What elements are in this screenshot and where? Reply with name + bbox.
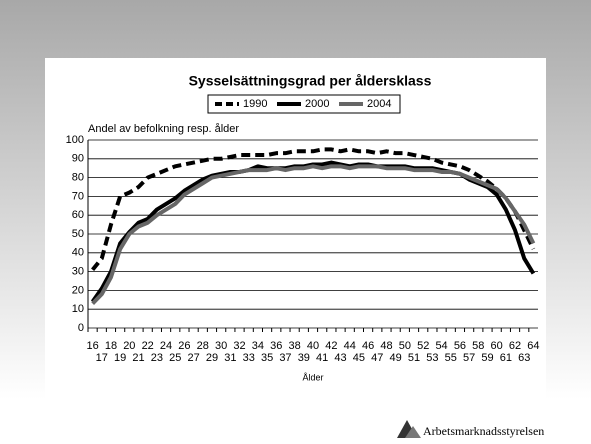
x-tick-label: 47: [371, 352, 383, 364]
x-tick-label: 32: [233, 340, 245, 352]
x-tick-label: 29: [206, 352, 218, 364]
y-axis-label: Andel av befolkning resp. ålder: [88, 123, 239, 135]
x-tick-label: 58: [472, 340, 484, 352]
x-tick-label: 46: [362, 340, 374, 352]
x-tick-label: 36: [270, 340, 282, 352]
x-tick-label: 28: [197, 340, 209, 352]
x-tick-label: 64: [527, 340, 539, 352]
y-tick-label: 50: [72, 228, 84, 240]
x-tick-label: 31: [224, 352, 236, 364]
x-tick-label: 21: [132, 352, 144, 364]
x-tick-label: 39: [298, 352, 310, 364]
y-tick-label: 80: [72, 172, 84, 184]
x-tick-label: 55: [445, 352, 457, 364]
y-tick-label: 40: [72, 247, 84, 259]
x-tick-label: 33: [243, 352, 255, 364]
x-tick-label: 26: [178, 340, 190, 352]
x-tick-label: 54: [435, 340, 447, 352]
x-tick-label: 19: [114, 352, 126, 364]
x-tick-label: 40: [307, 340, 319, 352]
y-tick-label: 20: [72, 284, 84, 296]
x-tick-label: 56: [454, 340, 466, 352]
x-tick-label: 63: [518, 352, 530, 364]
y-tick-label: 10: [72, 303, 84, 315]
x-tick-label: 24: [160, 340, 172, 352]
y-tick-label: 30: [72, 266, 84, 278]
y-tick-label: 90: [72, 153, 84, 165]
y-tick-label: 100: [66, 134, 84, 146]
x-tick-label: 20: [123, 340, 135, 352]
x-tick-label: 35: [261, 352, 273, 364]
x-tick-label: 45: [353, 352, 365, 364]
x-tick-label: 59: [481, 352, 493, 364]
x-tick-label: 25: [169, 352, 181, 364]
x-tick-label: 18: [105, 340, 117, 352]
x-tick-label: 17: [96, 352, 108, 364]
chart-title: Sysselsättningsgrad per åldersklass: [189, 73, 432, 89]
x-tick-label: 43: [334, 352, 346, 364]
y-tick-label: 70: [72, 190, 84, 202]
logo-icon: [405, 426, 421, 438]
x-tick-label: 49: [390, 352, 402, 364]
x-tick-label: 37: [279, 352, 291, 364]
y-tick-label: 60: [72, 209, 84, 221]
x-tick-label: 52: [417, 340, 429, 352]
legend-label: 2004: [367, 98, 391, 110]
data-line: [91, 164, 536, 305]
x-tick-label: 38: [289, 340, 301, 352]
x-tick-label: 41: [316, 352, 328, 364]
x-tick-label: 16: [86, 340, 98, 352]
x-tick-label: 61: [500, 352, 512, 364]
legend-box: [207, 94, 401, 114]
logo: Arbetsmarknadsstyrelsen: [397, 420, 544, 438]
x-tick-label: 30: [215, 340, 227, 352]
logo-text: Arbetsmarknadsstyrelsen: [423, 424, 544, 438]
x-tick-label: 27: [187, 352, 199, 364]
legend-label: 2000: [305, 98, 329, 110]
x-tick-label: 53: [426, 352, 438, 364]
x-tick-label: 42: [325, 340, 337, 352]
x-tick-label: 50: [399, 340, 411, 352]
legend-label: 1990: [243, 98, 267, 110]
x-tick-label: 51: [408, 352, 420, 364]
x-tick-label: 60: [491, 340, 503, 352]
x-tick-label: 62: [509, 340, 521, 352]
x-tick-label: 57: [463, 352, 475, 364]
y-tick-label: 0: [78, 322, 84, 334]
x-tick-label: 48: [380, 340, 392, 352]
x-tick-label: 22: [142, 340, 154, 352]
data-line: [91, 147, 536, 271]
x-tick-label: 23: [151, 352, 163, 364]
x-tick-label: 34: [252, 340, 264, 352]
x-tick-label: 44: [344, 340, 356, 352]
x-axis-label: Ålder: [302, 372, 323, 382]
